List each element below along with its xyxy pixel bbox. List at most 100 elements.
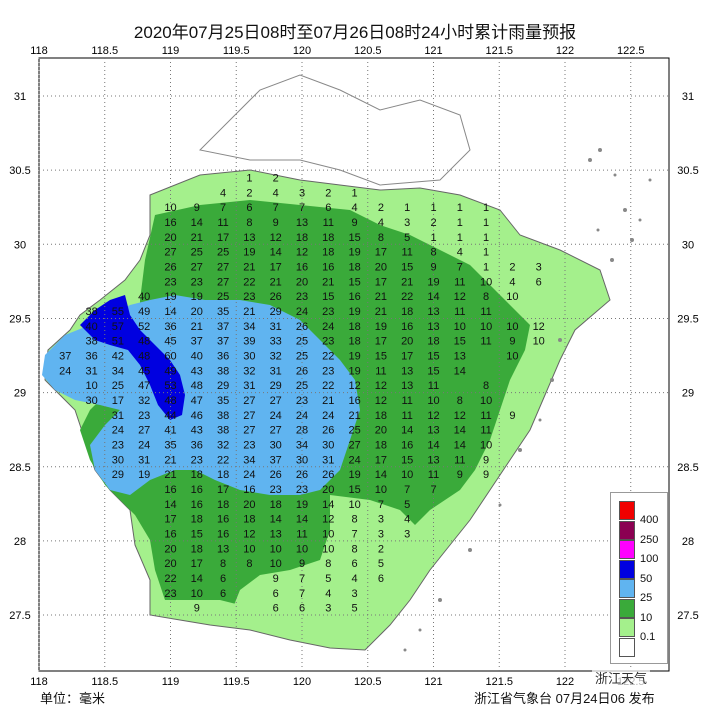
rainfall-value: 10 — [348, 499, 360, 511]
rainfall-value: 9 — [483, 469, 489, 481]
rainfall-value: 35 — [164, 440, 176, 452]
rainfall-value: 60 — [164, 351, 176, 363]
rainfall-value: 15 — [401, 454, 413, 466]
rainfall-value: 1 — [404, 202, 410, 214]
legend-swatch — [619, 559, 635, 579]
rainfall-value: 22 — [217, 454, 229, 466]
rainfall-value: 31 — [112, 410, 124, 422]
rainfall-value: 15 — [322, 291, 334, 303]
lat-tick-label: 27.5 — [9, 610, 30, 622]
rainfall-value: 23 — [243, 440, 255, 452]
zone-dark-blue — [80, 295, 185, 420]
rainfall-value: 31 — [85, 365, 97, 377]
legend-swatch — [619, 618, 635, 637]
rainfall-value: 16 — [191, 484, 203, 496]
rainfall-value: 17 — [270, 262, 282, 274]
rainfall-value: 36 — [85, 351, 97, 363]
rainfall-value: 47 — [191, 395, 203, 407]
rainfall-value: 11 — [375, 365, 386, 377]
rainfall-value: 16 — [164, 528, 176, 540]
rainfall-value: 21 — [375, 291, 387, 303]
rainfall-value: 30 — [112, 454, 124, 466]
lon-tick-label: 118.5 — [91, 45, 118, 57]
lon-tick-label: 120 — [293, 676, 311, 688]
rainfall-value: 12 — [533, 321, 545, 333]
rainfall-value: 7 — [299, 573, 305, 585]
rainfall-value: 12 — [348, 380, 360, 392]
rainfall-value: 1 — [457, 202, 463, 214]
rainfall-value: 11 — [323, 217, 334, 229]
rainfall-value: 14 — [270, 514, 282, 526]
rainfall-value: 10 — [164, 202, 176, 214]
rainfall-value: 10 — [480, 440, 492, 452]
rainfall-value: 18 — [270, 499, 282, 511]
rainfall-value: 13 — [427, 454, 439, 466]
lon-tick-label: 118 — [30, 676, 48, 688]
rainfall-value: 4 — [509, 276, 515, 288]
rainfall-value: 34 — [112, 365, 124, 377]
rainfall-value: 10 — [533, 336, 545, 348]
rainfall-value: 5 — [404, 499, 410, 511]
rainfall-value: 12 — [270, 232, 282, 244]
lon-tick-label: 119 — [162, 45, 180, 57]
rainfall-value: 29 — [112, 469, 124, 481]
rainfall-value: 38 — [217, 365, 229, 377]
lat-tick-label: 30.5 — [9, 165, 30, 177]
rainfall-value: 7 — [378, 499, 384, 511]
rainfall-value: 8 — [430, 247, 436, 259]
rainfall-value: 17 — [375, 454, 387, 466]
rainfall-value: 45 — [138, 365, 150, 377]
rainfall-value: 1 — [430, 232, 436, 244]
rainfall-value: 30 — [322, 440, 334, 452]
rainfall-value: 4 — [352, 202, 358, 214]
rainfall-value: 21 — [243, 306, 255, 318]
rainfall-value: 1 — [483, 217, 489, 229]
rainfall-value: 7 — [273, 202, 279, 214]
legend-swatch — [619, 540, 635, 559]
coastal-islands — [403, 148, 652, 652]
rainfall-value: 37 — [217, 321, 229, 333]
rainfall-value: 30 — [85, 395, 97, 407]
rainfall-value: 40 — [138, 291, 150, 303]
rainfall-value: 25 — [348, 425, 360, 437]
rainfall-value: 14 — [270, 247, 282, 259]
lat-tick-label: 29 — [682, 388, 694, 400]
rainfall-value: 6 — [536, 276, 542, 288]
rainfall-value: 17 — [191, 558, 203, 570]
rainfall-value: 10 — [243, 543, 255, 555]
rainfall-value: 8 — [352, 543, 358, 555]
rainfall-value: 22 — [322, 351, 334, 363]
lon-tick-label: 118 — [30, 45, 48, 57]
rainfall-value: 44 — [164, 410, 176, 422]
rainfall-value: 19 — [164, 291, 176, 303]
rainfall-value: 19 — [348, 306, 360, 318]
rainfall-value: 27 — [243, 425, 255, 437]
legend-swatch — [619, 637, 635, 657]
rainfall-value: 31 — [270, 321, 282, 333]
rainfall-value: 17 — [401, 351, 413, 363]
rainfall-value: 16 — [164, 484, 176, 496]
rainfall-value: 9 — [509, 336, 515, 348]
rainfall-value: 2 — [378, 202, 384, 214]
rainfall-value: 18 — [296, 232, 308, 244]
rainfall-value: 14 — [164, 499, 176, 511]
rainfall-value: 18 — [243, 514, 255, 526]
rainfall-value: 22 — [243, 276, 255, 288]
rainfall-value: 8 — [483, 380, 489, 392]
graticule — [38, 58, 669, 671]
rainfall-value: 49 — [138, 306, 150, 318]
rainfall-value: 12 — [454, 291, 466, 303]
rainfall-value: 10 — [427, 395, 439, 407]
rainfall-value: 17 — [112, 395, 124, 407]
rainfall-value: 25 — [112, 380, 124, 392]
unit-label: 单位：毫米 — [40, 691, 106, 706]
rainfall-value: 26 — [322, 425, 334, 437]
rainfall-value: 25 — [296, 336, 308, 348]
rainfall-value: 6 — [299, 603, 305, 615]
rainfall-value: 17 — [375, 336, 387, 348]
rainfall-value: 12 — [243, 528, 255, 540]
rainfall-value: 7 — [457, 262, 463, 274]
rainfall-value: 16 — [243, 484, 255, 496]
lat-tick-label: 29 — [14, 388, 26, 400]
